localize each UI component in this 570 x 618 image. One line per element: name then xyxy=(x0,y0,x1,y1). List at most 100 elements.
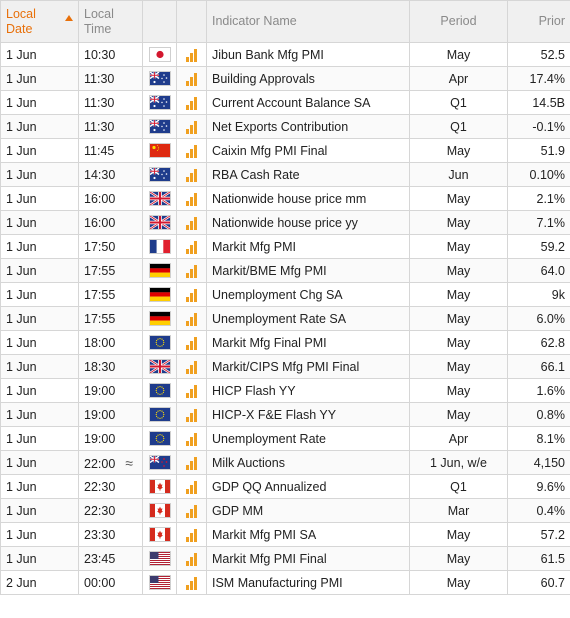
col-local-date-line2: Date xyxy=(6,21,33,36)
table-row[interactable]: 1 Jun 11:30 Building Approvals Apr 17.4% xyxy=(0,66,570,91)
cell-indicator-name[interactable]: Building Approvals xyxy=(206,66,410,91)
table-row[interactable]: 1 Jun 11:30 Net Exports Contribution Q1 -0.1… xyxy=(0,114,570,139)
local-time-text: 11:30 xyxy=(84,95,115,110)
cell-indicator-name[interactable]: Nationwide house price yy xyxy=(206,210,410,235)
cell-indicator-name[interactable]: Unemployment Chg SA xyxy=(206,282,410,307)
col-period[interactable]: Period xyxy=(409,0,508,43)
prior-value-text: 9.6% xyxy=(536,479,566,494)
local-date-text: 1 Jun xyxy=(6,455,37,470)
cell-indicator-name[interactable]: Current Account Balance SA xyxy=(206,90,410,115)
cell-prior: 66.1 xyxy=(507,354,570,379)
flag-canada-icon xyxy=(148,503,171,519)
sort-ascending-icon[interactable] xyxy=(65,14,73,21)
cell-volatility xyxy=(176,378,207,403)
cell-local-date: 1 Jun xyxy=(0,258,79,283)
prior-value-text: 2.1% xyxy=(536,191,566,206)
col-local-time[interactable]: Local Time xyxy=(78,0,143,43)
cell-indicator-name[interactable]: HICP-X F&E Flash YY xyxy=(206,402,410,427)
indicator-name-text: Markit Mfg PMI Final xyxy=(212,551,327,566)
table-row[interactable]: 1 Jun 19:00 HICP Flash YY May 1.6% xyxy=(0,378,570,403)
cell-local-time: 23:30 xyxy=(78,522,143,547)
table-row[interactable]: 1 Jun 22:30 GDP QQ Annualized Q1 9.6% xyxy=(0,474,570,499)
table-row[interactable]: 1 Jun 11:45 Caixin Mfg PMI Final May 51.9 xyxy=(0,138,570,163)
cell-indicator-name[interactable]: Markit/CIPS Mfg PMI Final xyxy=(206,354,410,379)
cell-local-date: 1 Jun xyxy=(0,234,79,259)
table-row[interactable]: 1 Jun 18:30 Markit/CIPS Mfg PMI Final May 66… xyxy=(0,354,570,379)
flag-australia-icon xyxy=(148,71,171,87)
col-volatility[interactable] xyxy=(176,0,207,43)
cell-period: 1 Jun, w/e xyxy=(409,450,508,475)
local-date-text: 1 Jun xyxy=(6,239,37,254)
cell-indicator-name[interactable]: Markit/BME Mfg PMI xyxy=(206,258,410,283)
cell-indicator-name[interactable]: HICP Flash YY xyxy=(206,378,410,403)
table-row[interactable]: 1 Jun 23:30 Markit Mfg PMI SA May 57.2 xyxy=(0,522,570,547)
cell-indicator-name[interactable]: RBA Cash Rate xyxy=(206,162,410,187)
table-row[interactable]: 1 Jun 18:00 Markit Mfg Final PMI May 62.8 xyxy=(0,330,570,355)
table-row[interactable]: 1 Jun 17:55 Unemployment Chg SA May 9k xyxy=(0,282,570,307)
col-prior[interactable]: Prior xyxy=(507,0,570,43)
table-row[interactable]: 1 Jun 11:30 Current Account Balance SA Q1 14… xyxy=(0,90,570,115)
table-row[interactable]: 1 Jun 17:55 Unemployment Rate SA May 6.0% xyxy=(0,306,570,331)
cell-indicator-name[interactable]: Markit Mfg PMI Final xyxy=(206,546,410,571)
cell-indicator-name[interactable]: Markit Mfg Final PMI xyxy=(206,330,410,355)
cell-country xyxy=(142,426,177,451)
flag-eu-icon xyxy=(148,431,171,447)
cell-indicator-name[interactable]: Unemployment Rate xyxy=(206,426,410,451)
table-row[interactable]: 2 Jun 00:00 ISM Manufacturing PMI May 60.7 xyxy=(0,570,570,595)
table-row[interactable]: 1 Jun 23:45 Markit Mfg PMI Final May 61.5 xyxy=(0,546,570,571)
cell-indicator-name[interactable]: Caixin Mfg PMI Final xyxy=(206,138,410,163)
cell-indicator-name[interactable]: Net Exports Contribution xyxy=(206,114,410,139)
table-row[interactable]: 1 Jun 22:00 ≈ Milk Auctions 1 Jun, w/e 4,150 xyxy=(0,450,570,475)
cell-country xyxy=(142,498,177,523)
table-row[interactable]: 1 Jun 16:00 Nationwide house price mm May 2.… xyxy=(0,186,570,211)
table-row[interactable]: 1 Jun 14:30 RBA Cash Rate Jun 0.10% xyxy=(0,162,570,187)
cell-volatility xyxy=(176,498,207,523)
flag-canada-icon xyxy=(148,527,171,543)
cell-indicator-name[interactable]: Milk Auctions xyxy=(206,450,410,475)
col-local-date[interactable]: Local Date xyxy=(0,0,79,43)
cell-indicator-name[interactable]: GDP MM xyxy=(206,498,410,523)
table-row[interactable]: 1 Jun 17:50 Markit Mfg PMI May 59.2 xyxy=(0,234,570,259)
indicator-name-text: Unemployment Chg SA xyxy=(212,287,343,302)
local-time-text: 11:30 xyxy=(84,119,115,134)
cell-local-time: 17:50 xyxy=(78,234,143,259)
cell-period: May xyxy=(409,546,508,571)
prior-value-text: 60.7 xyxy=(540,575,565,590)
cell-indicator-name[interactable]: Nationwide house price mm xyxy=(206,186,410,211)
indicator-name-text: Unemployment Rate xyxy=(212,431,326,446)
local-date-text: 1 Jun xyxy=(6,167,37,182)
table-row[interactable]: 1 Jun 19:00 HICP-X F&E Flash YY May 0.8% xyxy=(0,402,570,427)
cell-local-time: 17:55 xyxy=(78,258,143,283)
local-date-text: 1 Jun xyxy=(6,335,37,350)
indicator-name-text: Markit Mfg Final PMI xyxy=(212,335,327,350)
table-row[interactable]: 1 Jun 22:30 GDP MM Mar 0.4% xyxy=(0,498,570,523)
table-row[interactable]: 1 Jun 10:30 Jibun Bank Mfg PMI May 52.5 xyxy=(0,42,570,67)
cell-indicator-name[interactable]: Jibun Bank Mfg PMI xyxy=(206,42,410,67)
prior-value-text: 64.0 xyxy=(540,263,565,278)
cell-volatility xyxy=(176,522,207,547)
cell-indicator-name[interactable]: Unemployment Rate SA xyxy=(206,306,410,331)
period-text: Q1 xyxy=(450,95,467,110)
local-time-text: 11:45 xyxy=(84,143,115,158)
local-date-text: 1 Jun xyxy=(6,551,37,566)
flag-eu-icon xyxy=(148,383,171,399)
cell-indicator-name[interactable]: ISM Manufacturing PMI xyxy=(206,570,410,595)
cell-period: May xyxy=(409,234,508,259)
col-country[interactable] xyxy=(142,0,177,43)
table-row[interactable]: 1 Jun 17:55 Markit/BME Mfg PMI May 64.0 xyxy=(0,258,570,283)
cell-volatility xyxy=(176,570,207,595)
cell-period: May xyxy=(409,402,508,427)
cell-volatility xyxy=(176,210,207,235)
cell-indicator-name[interactable]: GDP QQ Annualized xyxy=(206,474,410,499)
cell-country xyxy=(142,258,177,283)
table-row[interactable]: 1 Jun 19:00 Unemployment Rate Apr 8.1% xyxy=(0,426,570,451)
table-row[interactable]: 1 Jun 16:00 Nationwide house price yy May 7.… xyxy=(0,210,570,235)
cell-prior: 64.0 xyxy=(507,258,570,283)
indicator-name-text: Markit Mfg PMI xyxy=(212,239,297,254)
col-indicator-name[interactable]: Indicator Name xyxy=(206,0,410,43)
cell-indicator-name[interactable]: Markit Mfg PMI SA xyxy=(206,522,410,547)
cell-prior: -0.1% xyxy=(507,114,570,139)
cell-local-time: 19:00 xyxy=(78,426,143,451)
flag-australia-icon xyxy=(148,119,171,135)
cell-indicator-name[interactable]: Markit Mfg PMI xyxy=(206,234,410,259)
